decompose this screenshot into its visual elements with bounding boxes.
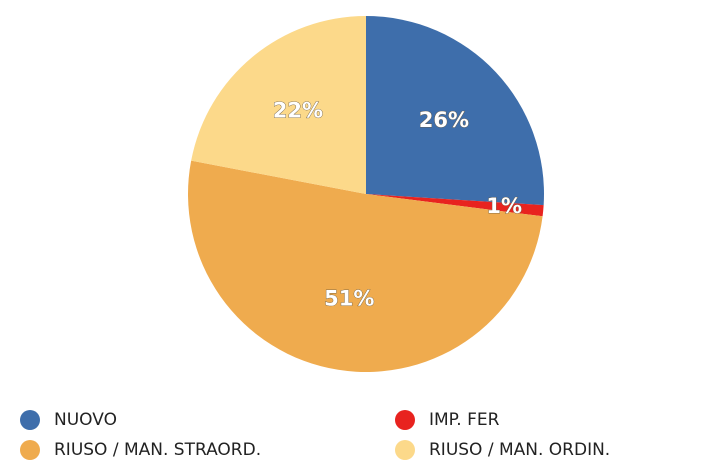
- pie-slice: [366, 16, 544, 206]
- data-label: 26%: [419, 108, 469, 132]
- legend-label: RIUSO / MAN. STRAORD.: [54, 440, 261, 460]
- legend-swatch: [395, 440, 415, 460]
- pie-slice: [188, 160, 543, 372]
- data-label: 1%: [486, 194, 522, 218]
- data-label: 51%: [324, 286, 374, 310]
- legend-label: IMP. FER: [429, 410, 500, 430]
- pie-slice: [191, 16, 366, 194]
- legend-label: RIUSO / MAN. ORDIN.: [429, 440, 610, 460]
- legend-label: NUOVO: [54, 410, 117, 430]
- data-label: 22%: [273, 99, 323, 123]
- legend-swatch: [395, 410, 415, 430]
- legend-swatch: [20, 440, 40, 460]
- legend-swatch: [20, 410, 40, 430]
- pie-slice: [366, 194, 544, 217]
